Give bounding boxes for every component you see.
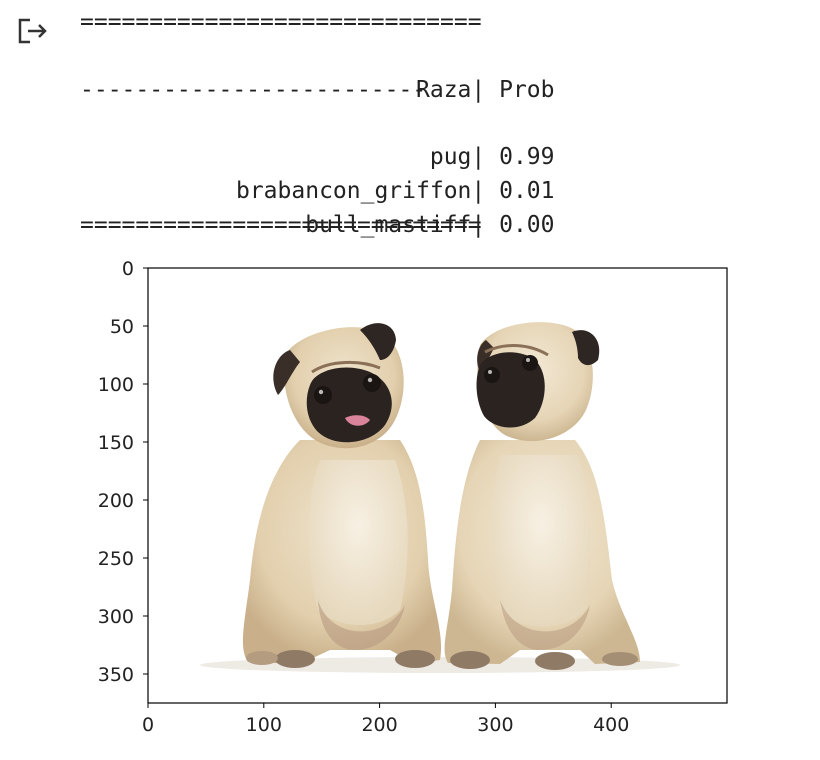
header-separator: | [471,76,486,103]
y-tick-label: 300 [98,606,134,628]
table-header-row: Raza| Prob [80,40,555,103]
row-separator: | [471,177,486,204]
x-tick-label: 400 [593,714,629,736]
x-axis: 0 100 200 300 400 [142,703,629,736]
x-tick-label: 300 [477,714,513,736]
row-breed: brabancon_griffon [235,177,472,204]
table-row: brabancon_griffon| 0.01 [80,141,555,204]
table-rule-bottom: ============================= [80,211,482,238]
y-tick-label: 0 [122,258,134,280]
header-breed: Raza [416,76,472,103]
row-prob: 0.01 [485,177,555,204]
row-prob: 0.00 [485,211,555,238]
table-row: bull_mastiff| 0.00 [80,175,554,238]
table-rule-top: ============================= [80,9,482,35]
y-tick-label: 350 [98,664,134,686]
y-tick-label: 50 [110,316,134,338]
y-axis: 0 50 100 150 200 250 300 350 [98,258,148,686]
row-breed: pug [429,144,472,171]
y-tick-label: 100 [98,374,134,396]
row-separator: | [471,211,486,238]
x-tick-label: 100 [246,714,282,736]
image-plot: 0 50 100 150 200 250 300 350 0 100 200 300 400 [0,240,820,756]
axes-frame [147,267,728,704]
row-separator: | [471,144,486,171]
table-row: pug| 0.99 [80,107,555,170]
row-breed: bull_mastiff [305,211,472,238]
prediction-table: ============================= Raza| Prob… [80,6,555,243]
y-tick-label: 200 [98,490,134,512]
table-rule-mid: ------------------------- [80,76,427,103]
y-tick-label: 150 [98,432,134,454]
output-redirect-icon[interactable] [16,16,50,46]
y-tick-label: 250 [98,548,134,570]
plot-canvas: 0 50 100 150 200 250 300 350 0 100 200 300 400 [98,258,728,736]
row-prob: 0.99 [485,144,555,171]
x-tick-label: 0 [142,714,154,736]
two-pug-dogs-image [200,322,680,673]
header-prob: Prob [485,76,555,103]
x-tick-label: 200 [361,714,397,736]
